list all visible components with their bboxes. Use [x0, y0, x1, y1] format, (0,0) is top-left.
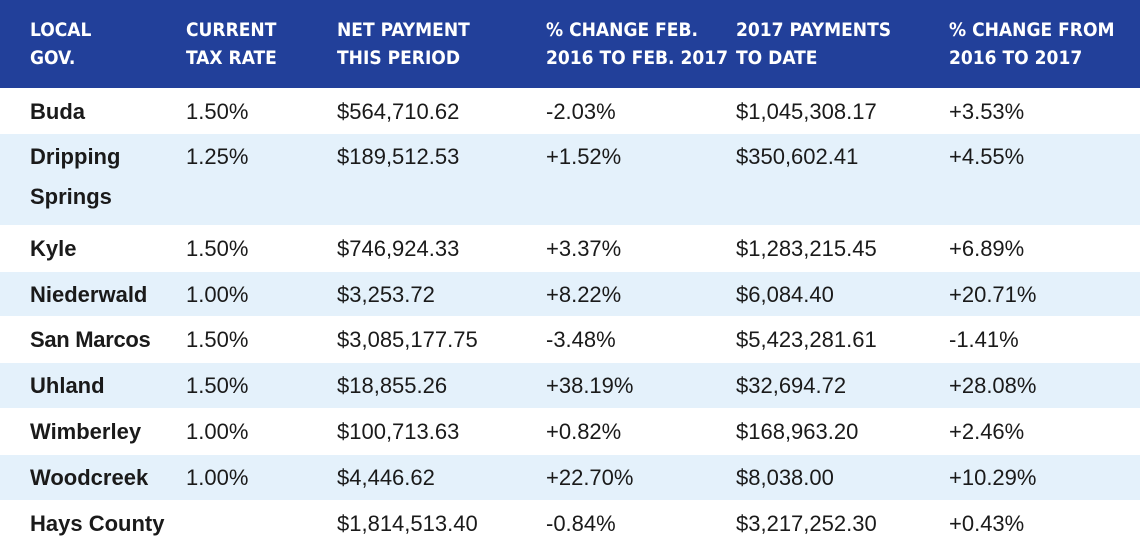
tax-rate: 1.50% — [186, 316, 337, 363]
net-payment: $100,713.63 — [337, 408, 546, 455]
net-payment: $4,446.62 — [337, 453, 546, 501]
header-local-gov: LOCAL GOV. — [30, 18, 92, 69]
gov-name: Wimberley — [0, 408, 186, 455]
pct-change-year: +6.89% — [949, 224, 1140, 272]
payments-to-date: $8,038.00 — [736, 453, 949, 501]
tax-rate: 1.00% — [186, 453, 337, 501]
table-row: San Marcos 1.50% $3,085,177.75 -3.48% $5… — [0, 316, 1140, 363]
net-payment: $189,512.53 — [337, 133, 546, 226]
table-row: Uhland 1.50% $18,855.26 +38.19% $32,694.… — [0, 362, 1140, 409]
pct-change-feb: +0.82% — [546, 408, 736, 455]
header-pct-change-feb: % CHANGE FEB. 2016 TO FEB. 2017 — [546, 18, 729, 69]
pct-change-year: +3.53% — [949, 87, 1140, 134]
pct-change-year: +20.71% — [949, 270, 1140, 317]
tax-rate: 1.50% — [186, 362, 337, 409]
payments-to-date: $6,084.40 — [736, 270, 949, 317]
pct-change-feb: +8.22% — [546, 270, 736, 317]
table-row: Kyle 1.50% $746,924.33 +3.37% $1,283,215… — [0, 224, 1140, 272]
gov-name: Kyle — [0, 224, 186, 272]
pct-change-year: +4.55% — [949, 133, 1140, 226]
pct-change-year: +0.43% — [949, 499, 1140, 546]
table-row: Wimberley 1.00% $100,713.63 +0.82% $168,… — [0, 408, 1140, 455]
payments-to-date: $168,963.20 — [736, 408, 949, 455]
tax-rate: 1.00% — [186, 270, 337, 317]
gov-name: Woodcreek — [0, 453, 186, 501]
pct-change-feb: +38.19% — [546, 362, 736, 409]
table-header-row: LOCAL GOV. CURRENT TAX RATE NET PAYMENT … — [0, 0, 1140, 88]
tax-rate: 1.25% — [186, 133, 337, 226]
tax-rate: 1.50% — [186, 87, 337, 134]
gov-name: Niederwald — [0, 270, 186, 317]
gov-name: Hays County — [0, 499, 337, 546]
payments-to-date: $1,045,308.17 — [736, 87, 949, 134]
header-tax-rate: CURRENT TAX RATE — [186, 18, 277, 69]
gov-name: Buda — [0, 87, 186, 134]
payments-to-date: $350,602.41 — [736, 133, 949, 226]
pct-change-feb: -0.84% — [546, 499, 736, 546]
table-row: Buda 1.50% $564,710.62 -2.03% $1,045,308… — [0, 87, 1140, 134]
gov-name: Dripping Springs — [0, 133, 186, 226]
pct-change-year: -1.41% — [949, 316, 1140, 363]
net-payment: $564,710.62 — [337, 87, 546, 134]
payments-to-date: $3,217,252.30 — [736, 499, 949, 546]
pct-change-feb: -3.48% — [546, 316, 736, 363]
tax-rate: 1.50% — [186, 224, 337, 272]
net-payment: $18,855.26 — [337, 362, 546, 409]
pct-change-year: +28.08% — [949, 362, 1140, 409]
table-row: Woodcreek 1.00% $4,446.62 +22.70% $8,038… — [0, 453, 1140, 501]
pct-change-feb: +22.70% — [546, 453, 736, 501]
payments-to-date: $1,283,215.45 — [736, 224, 949, 272]
pct-change-feb: -2.03% — [546, 87, 736, 134]
pct-change-year: +10.29% — [949, 453, 1140, 501]
net-payment: $1,814,513.40 — [337, 499, 546, 546]
net-payment: $3,085,177.75 — [337, 316, 546, 363]
table-row: Hays County $1,814,513.40 -0.84% $3,217,… — [0, 499, 1140, 546]
pct-change-year: +2.46% — [949, 408, 1140, 455]
pct-change-feb: +3.37% — [546, 224, 736, 272]
header-payments-to-date: 2017 PAYMENTS TO DATE — [736, 18, 892, 69]
tax-rate: 1.00% — [186, 408, 337, 455]
net-payment: $3,253.72 — [337, 270, 546, 317]
table-row: Dripping Springs 1.25% $189,512.53 +1.52… — [0, 133, 1140, 226]
net-payment: $746,924.33 — [337, 224, 546, 272]
pct-change-feb: +1.52% — [546, 133, 736, 226]
table-row: Niederwald 1.00% $3,253.72 +8.22% $6,084… — [0, 270, 1140, 317]
header-pct-change-year: % CHANGE FROM 2016 TO 2017 — [949, 18, 1115, 69]
payments-to-date: $32,694.72 — [736, 362, 949, 409]
header-net-payment: NET PAYMENT THIS PERIOD — [337, 18, 470, 69]
payments-to-date: $5,423,281.61 — [736, 316, 949, 363]
gov-name: Uhland — [0, 362, 186, 409]
gov-name: San Marcos — [0, 316, 186, 363]
